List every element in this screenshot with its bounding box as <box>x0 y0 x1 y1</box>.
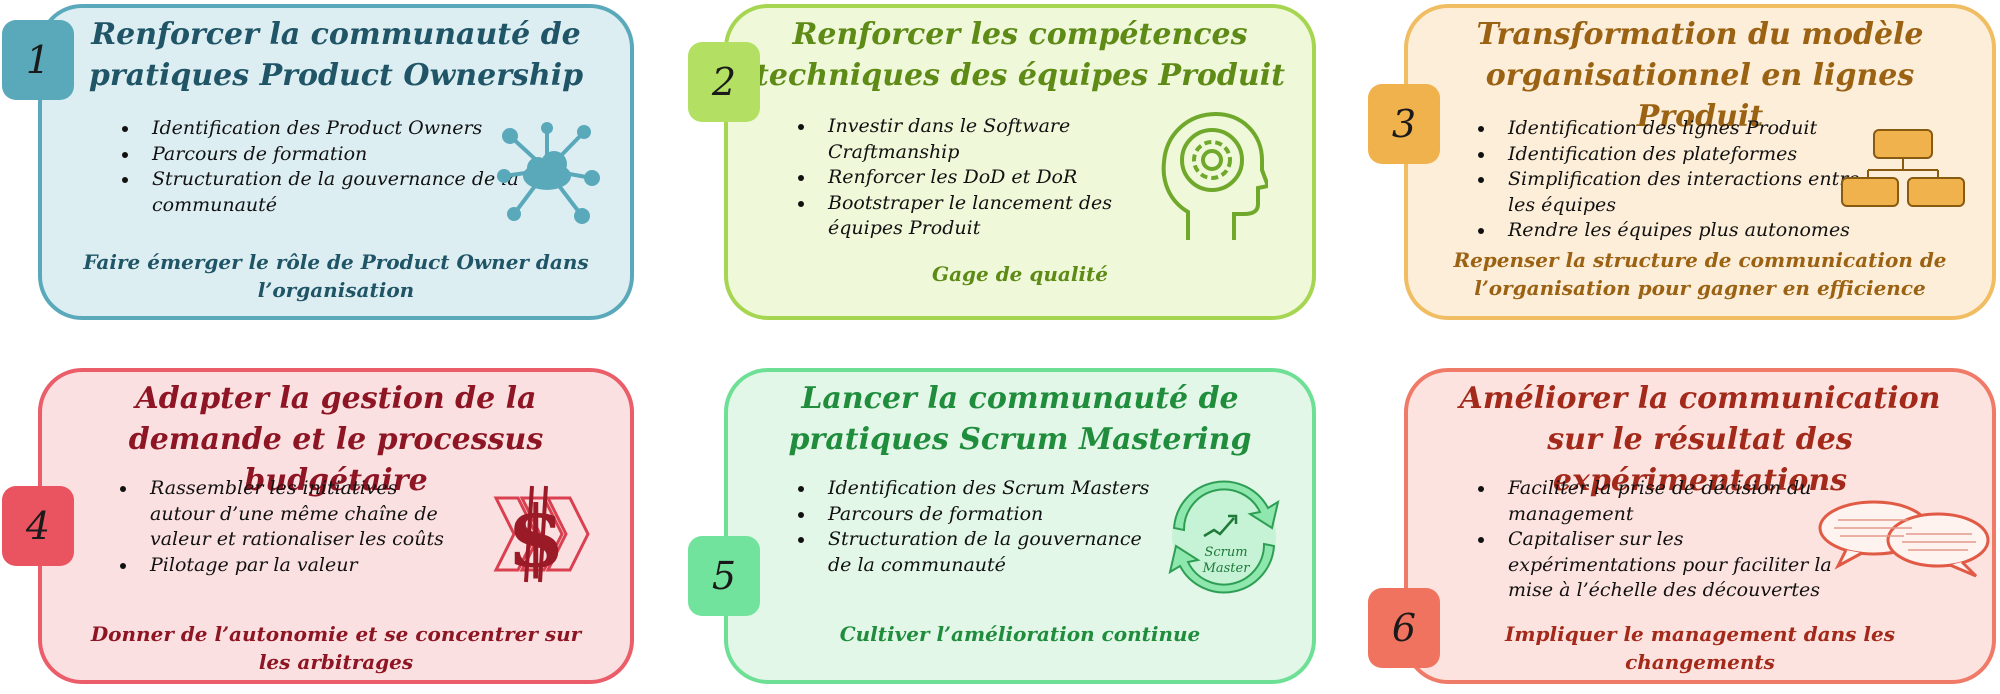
svg-text:$: $ <box>507 487 565 584</box>
card-1: Renforcer la communauté de pratiques Pro… <box>38 4 634 320</box>
card-4-bullets: Rassembler les initiatives autour d’une … <box>90 476 458 578</box>
list-item: Bootstraper le lancement des équipes Pro… <box>816 191 1126 242</box>
card-2-bullets: Investir dans le Software Craftmanship R… <box>768 114 1126 242</box>
card-6-footer: Impliquer le management dans les changem… <box>1505 622 1895 674</box>
card-5-number-badge: 5 <box>688 536 760 616</box>
list-item: Rassembler les initiatives autour d’une … <box>138 476 458 553</box>
card-2: Renforcer les compétences techniques des… <box>724 4 1316 320</box>
list-item: Structuration de la gouvernance de la co… <box>816 527 1156 578</box>
list-item: Parcours de formation <box>140 142 560 168</box>
card-1-title: Renforcer la communauté de pratiques Pro… <box>88 17 584 93</box>
card-6-bullets: Faciliter la prise de décision du manage… <box>1448 476 1856 604</box>
card-6-title: Améliorer la communication sur le résult… <box>1459 381 1941 498</box>
head-gear-icon <box>1161 111 1268 240</box>
card-2-number-badge: 2 <box>688 42 760 122</box>
scrum-cycle-icon: Scrum Master <box>1168 480 1280 594</box>
list-item: Identification des Product Owners <box>140 116 560 142</box>
list-item: Pilotage par la valeur <box>138 553 458 579</box>
scrum-label-top: Scrum <box>1204 545 1247 560</box>
card-5-title: Lancer la communauté de pratiques Scrum … <box>788 381 1252 457</box>
card-4: Adapter la gestion de la demande et le p… <box>38 368 634 684</box>
list-item: Rendre les équipes plus autonomes <box>1496 218 1876 244</box>
card-3: Transformation du modèle organisationnel… <box>1404 4 1996 320</box>
speech-bubbles-icon <box>1818 500 1990 578</box>
card-5-footer: Cultiver l’amélioration continue <box>839 622 1201 646</box>
card-3-bullets: Identification des lignes Produit Identi… <box>1448 116 1876 244</box>
card-6-number-badge: 6 <box>1368 588 1440 668</box>
card-5: Lancer la communauté de pratiques Scrum … <box>724 368 1316 684</box>
card-1-footer: Faire émerger le rôle de Product Owner d… <box>83 250 589 302</box>
card-3-number-badge: 3 <box>1368 84 1440 164</box>
card-2-footer: Gage de qualité <box>931 262 1109 286</box>
card-4-footer: Donner de l’autonomie et se concentrer s… <box>90 622 582 674</box>
card-3-title: Transformation du modèle organisationnel… <box>1476 17 1924 134</box>
card-1-bullets: Identification des Product Owners Parcou… <box>92 116 560 218</box>
card-4-title: Adapter la gestion de la demande et le p… <box>128 381 544 498</box>
scrum-label-bottom: Master <box>1202 561 1251 576</box>
cloud-network-icon <box>497 122 600 224</box>
card-4-number-badge: 4 <box>2 486 74 566</box>
dollar-chevrons-icon: $ <box>493 485 590 584</box>
list-item: Investir dans le Software Craftmanship <box>816 114 1126 165</box>
list-item: Identification des plateformes <box>1496 142 1876 168</box>
card-6: Améliorer la communication sur le résult… <box>1404 368 1996 684</box>
list-item: Identification des Scrum Masters <box>816 476 1156 502</box>
list-item: Faciliter la prise de décision du manage… <box>1496 476 1856 527</box>
org-chart-icon <box>1841 129 1965 207</box>
list-item: Structuration de la gouvernance de la co… <box>140 167 560 218</box>
list-item: Renforcer les DoD et DoR <box>816 165 1126 191</box>
card-5-bullets: Identification des Scrum Masters Parcour… <box>768 476 1156 578</box>
list-item: Capitaliser sur les expérimentations pou… <box>1496 527 1856 604</box>
card-2-title: Renforcer les compétences techniques des… <box>755 17 1285 93</box>
list-item: Parcours de formation <box>816 502 1156 528</box>
card-1-number-badge: 1 <box>2 20 74 100</box>
list-item: Identification des lignes Produit <box>1496 116 1876 142</box>
card-3-footer: Repenser la structure de communication d… <box>1453 248 1947 300</box>
list-item: Simplification des interactions entre le… <box>1496 167 1876 218</box>
